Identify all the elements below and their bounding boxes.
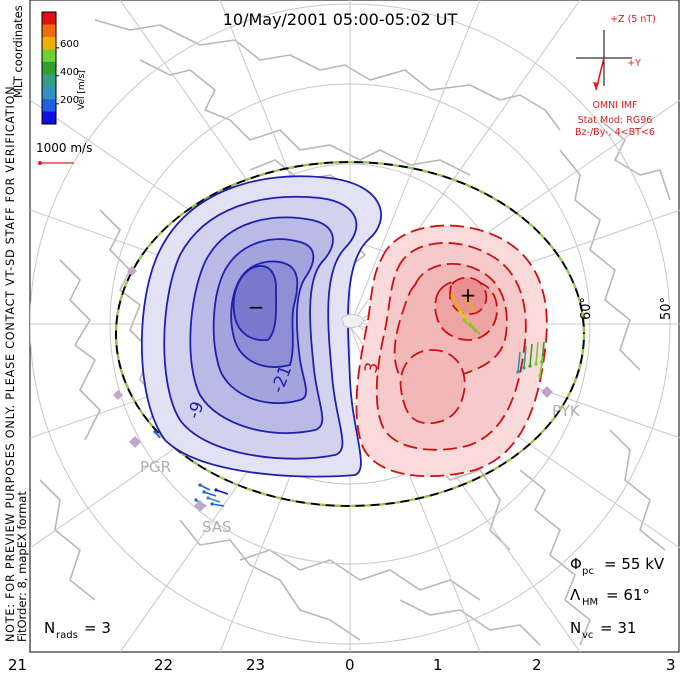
- mlt-axis: 21 22 23 0 1 2 3: [8, 656, 676, 674]
- colorbar-swatch: [42, 61, 56, 75]
- svg-text:N: N: [44, 619, 55, 637]
- stat-n-vc: N vc = 31: [570, 619, 636, 641]
- colorbar-swatch: [42, 99, 56, 113]
- velocity-vectors: [153, 294, 545, 507]
- colorbar-swatch: [42, 86, 56, 100]
- page-title: 10/May/2001 05:00-05:02 UT: [223, 10, 458, 29]
- svg-text:pc: pc: [582, 566, 594, 577]
- velocity-colorbar: [41, 11, 59, 125]
- colorbar-swatch: [42, 24, 56, 38]
- boundary-marker-2: [113, 390, 123, 400]
- imf-source: OMNI IMF: [592, 100, 637, 111]
- latitude-label-60: 60°: [579, 297, 594, 320]
- imf-condition: Bz-/By-, 4<BT<6: [575, 127, 655, 138]
- notice-line-2: FitOrder: 8, mapEX format: [15, 491, 29, 642]
- colorbar-swatch: [42, 74, 56, 88]
- potential-min-marker: −: [248, 295, 265, 319]
- colorbar-title: Vel [m/s]: [77, 70, 87, 110]
- mlt-tick-2: 2: [532, 656, 542, 674]
- mlt-tick-3: 3: [666, 656, 676, 674]
- imf-z-label: +Z (5 nT): [610, 14, 656, 25]
- station-marker-pgr: [129, 436, 141, 448]
- hm-boundary-dashes: [115, 161, 585, 507]
- svg-text:Λ: Λ: [570, 586, 581, 604]
- scale-vector-origin: [38, 161, 42, 165]
- colorbar-frame: [41, 11, 57, 125]
- svg-text:HM: HM: [582, 597, 598, 608]
- station-label-pyk: PYK: [552, 402, 581, 420]
- coords-label: MLT coordinates: [11, 5, 25, 98]
- stat-lambda-hm: Λ HM = 61°: [570, 586, 650, 608]
- colorbar-swatch: [42, 49, 56, 63]
- svg-text:Φ: Φ: [570, 555, 582, 573]
- scale-label: 1000 m/s: [36, 141, 92, 155]
- svg-text:= 55 kV: = 55 kV: [604, 555, 665, 573]
- notice-line-1: NOTE: FOR PREVIEW PURPOSES ONLY. PLEASE …: [4, 82, 17, 642]
- negative-cell: [140, 175, 382, 478]
- imf-dial: [576, 30, 632, 91]
- colorbar-swatch: [42, 111, 56, 125]
- station-label-sas: SAS: [202, 518, 232, 536]
- svg-text:= 3: = 3: [84, 619, 111, 637]
- boundary-marker: [127, 266, 137, 276]
- colorbar-tick-600: 600: [60, 39, 79, 50]
- stat-phi-pc: Φ pc = 55 kV: [570, 555, 665, 577]
- station-marker-sas: [194, 500, 206, 512]
- svg-text:= 61°: = 61°: [606, 586, 650, 604]
- mlt-tick-0: 0: [345, 656, 355, 674]
- mlt-tick-23: 23: [246, 656, 265, 674]
- station-label-pgr: PGR: [140, 458, 171, 476]
- svg-text:N: N: [570, 619, 581, 637]
- contour-label-neg9: -9: [184, 399, 209, 422]
- colorbar-swatch: [42, 12, 56, 25]
- svg-text:vc: vc: [582, 630, 593, 641]
- svg-text:= 31: = 31: [600, 619, 636, 637]
- colorbar-tick-200: 200: [60, 95, 79, 106]
- imf-y-label: +Y: [627, 58, 641, 69]
- colorbar-swatch: [42, 36, 56, 50]
- potential-max-marker: +: [460, 283, 477, 307]
- positive-cell: [355, 224, 548, 478]
- mlt-tick-22: 22: [154, 656, 173, 674]
- stat-n-rads: N rads = 3: [44, 619, 111, 641]
- station-markers: [113, 266, 553, 512]
- imf-model: Stat Mod: RG96: [578, 115, 653, 126]
- mlt-tick-21: 21: [8, 656, 27, 674]
- contour-label-pos3: 3: [361, 361, 383, 375]
- svg-text:rads: rads: [56, 630, 78, 641]
- pole-marker: [341, 313, 365, 329]
- colorbar-tick-400: 400: [60, 67, 79, 78]
- station-marker-pyk: [541, 386, 553, 398]
- latitude-label-50: 50°: [659, 297, 674, 320]
- mlt-tick-1: 1: [433, 656, 443, 674]
